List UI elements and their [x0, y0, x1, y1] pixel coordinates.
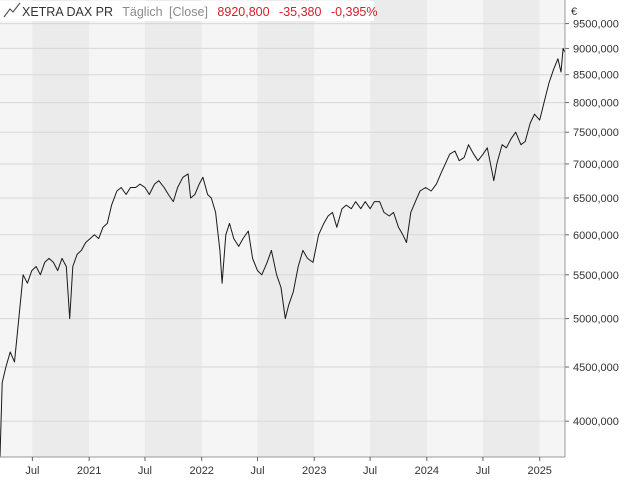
- half-year-band: [32, 0, 90, 457]
- y-tick-label: 5000,000: [573, 314, 619, 326]
- half-year-band: [257, 0, 315, 457]
- line-chart-icon: [3, 2, 21, 18]
- change-percent: -0,395%: [331, 5, 378, 19]
- x-tick-label: 2022: [189, 465, 213, 477]
- header-text: XETRA DAX PR Täglich [Close] 8920,800 -3…: [22, 5, 378, 19]
- y-tick-label: 8000,000: [573, 98, 619, 110]
- header-background: [0, 1, 374, 21]
- y-tick-label: 8500,000: [573, 70, 619, 82]
- last-value: 8920,800: [217, 5, 269, 19]
- y-tick-label: 4500,000: [573, 362, 619, 374]
- y-tick-label: 5500,000: [573, 270, 619, 282]
- y-tick-label: 9500,000: [573, 19, 619, 31]
- y-tick-label: 6500,000: [573, 193, 619, 205]
- series-line: [0, 47, 566, 458]
- y-axis: 4000,000 4500,000 5000,000 5500,000 6000,000…: [564, 0, 619, 457]
- instrument-name: XETRA DAX PR: [22, 5, 113, 19]
- x-tick-label: 2021: [77, 465, 101, 477]
- x-tick-label: Jul: [476, 465, 490, 477]
- change-value: -35,380: [279, 5, 321, 19]
- series-layer: [0, 47, 566, 458]
- x-tick-label: Jul: [250, 465, 264, 477]
- x-tick-label: Jul: [25, 465, 39, 477]
- half-year-band: [482, 0, 540, 457]
- currency-label: €: [571, 6, 577, 18]
- y-tick-label: 7000,000: [573, 159, 619, 171]
- y-tick-label: 9000,000: [573, 43, 619, 55]
- x-tick-label: 2025: [527, 465, 551, 477]
- half-year-band: [370, 0, 427, 457]
- y-tick-label: 4000,000: [573, 416, 619, 428]
- grid-lines: [0, 23, 565, 422]
- y-tick-label: 7500,000: [573, 127, 619, 139]
- chart-header: XETRA DAX PR Täglich [Close] 8920,800 -3…: [0, 1, 378, 21]
- x-tick-label: Jul: [138, 465, 152, 477]
- x-tick-label: 2023: [302, 465, 326, 477]
- x-tick-label: Jul: [363, 465, 377, 477]
- half-year-bands: [32, 0, 540, 457]
- interval-label: Täglich: [122, 5, 162, 19]
- x-tick-label: 2024: [415, 465, 439, 477]
- mode-label: [Close]: [169, 5, 208, 19]
- half-year-band: [144, 0, 202, 457]
- y-tick-label: 6000,000: [573, 230, 619, 242]
- x-axis: Jul 2021 Jul 2022 Jul 2023 Jul 2024 Jul 2025: [0, 456, 565, 477]
